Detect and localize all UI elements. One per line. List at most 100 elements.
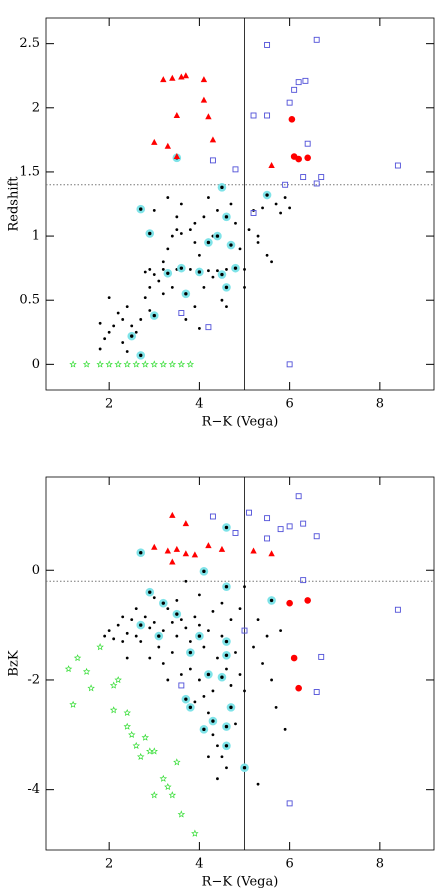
highlighted-point [204, 238, 213, 247]
data-point [216, 777, 219, 781]
star-point [159, 360, 168, 368]
highlighted-point [262, 190, 272, 200]
data-point [134, 607, 138, 611]
star-point [69, 700, 77, 708]
highlighted-point [186, 648, 195, 657]
data-point [229, 684, 233, 687]
data-point [234, 722, 237, 726]
data-point [243, 689, 246, 693]
data-point [216, 744, 219, 748]
highlighted-point [222, 722, 231, 731]
x-tick-label: 8 [376, 857, 384, 872]
square-point [264, 41, 271, 48]
data-point [170, 620, 174, 624]
data-point [252, 645, 255, 649]
data-point [197, 253, 201, 257]
data-point [184, 318, 188, 321]
data-point [234, 651, 237, 654]
data-point [270, 678, 273, 682]
data-point [202, 695, 206, 698]
circle-point [290, 654, 298, 662]
data-point [207, 755, 210, 759]
square-point [209, 513, 216, 520]
y-axis-label: BzK [7, 650, 22, 676]
highlighted-point [172, 609, 182, 619]
x-axis-label: R−K (Vega) [202, 875, 279, 889]
star-point [177, 810, 186, 818]
highlighted-point [208, 716, 218, 726]
data-point [202, 285, 206, 289]
data-point [125, 656, 129, 660]
star-point [132, 360, 140, 368]
data-point [143, 615, 147, 619]
star-point [132, 741, 140, 749]
star-point [150, 360, 158, 368]
data-point [265, 253, 269, 257]
y-tick-label: 0 [32, 357, 40, 372]
data-point [161, 292, 165, 296]
data-point [175, 634, 179, 638]
plot-frame [45, 17, 435, 391]
square-point [246, 509, 252, 516]
star-point [123, 708, 131, 717]
x-tick-label: 8 [376, 397, 384, 412]
data-point [197, 678, 201, 682]
x-tick-label: 2 [105, 857, 113, 872]
highlighted-point [154, 631, 164, 641]
data-point [207, 269, 210, 273]
data-point [134, 634, 138, 638]
data-point [112, 324, 116, 328]
star-point [168, 791, 177, 799]
data-point [134, 330, 138, 334]
circle-point [286, 599, 293, 607]
star-point [87, 684, 95, 692]
data-point [283, 196, 287, 199]
triangle-point [173, 153, 181, 160]
data-point [179, 202, 183, 206]
data-point [243, 285, 246, 289]
highlighted-point [136, 204, 146, 214]
data-point [170, 234, 174, 238]
triangle-point [200, 96, 208, 103]
triangle-point [250, 547, 257, 554]
star-point [168, 360, 177, 368]
triangle-point [164, 142, 172, 149]
highlighted-point [199, 567, 209, 576]
data-point [202, 215, 206, 219]
data-point [238, 607, 242, 611]
triangle-point [182, 72, 190, 79]
star-point [191, 829, 199, 837]
data-point [148, 268, 152, 271]
data-point [261, 206, 264, 210]
triangle-point [169, 511, 176, 518]
data-point [211, 733, 215, 737]
data-point [188, 268, 192, 271]
data-point [247, 228, 251, 232]
data-point [170, 651, 174, 654]
y-tick-label: 0 [32, 563, 40, 578]
data-point [143, 296, 147, 300]
star-point [141, 360, 149, 368]
star-point [186, 360, 195, 368]
data-point [166, 678, 170, 682]
triangle-point [173, 545, 181, 552]
highlighted-point [217, 672, 227, 682]
square-point [232, 530, 239, 536]
data-point [107, 296, 111, 300]
star-point [109, 706, 118, 714]
square-point [291, 86, 298, 93]
x-tick-label: 4 [195, 397, 203, 412]
data-point [256, 234, 260, 238]
triangle-point [205, 113, 212, 120]
star-point [150, 791, 158, 799]
data-point [148, 309, 152, 312]
square-point [286, 800, 293, 807]
data-point [220, 755, 224, 759]
highlighted-point [181, 694, 191, 704]
x-tick-label: 4 [195, 857, 203, 872]
square-point [318, 174, 325, 181]
data-point [283, 727, 287, 731]
highlighted-point [163, 268, 173, 278]
square-point [394, 162, 401, 169]
data-point [207, 196, 210, 199]
